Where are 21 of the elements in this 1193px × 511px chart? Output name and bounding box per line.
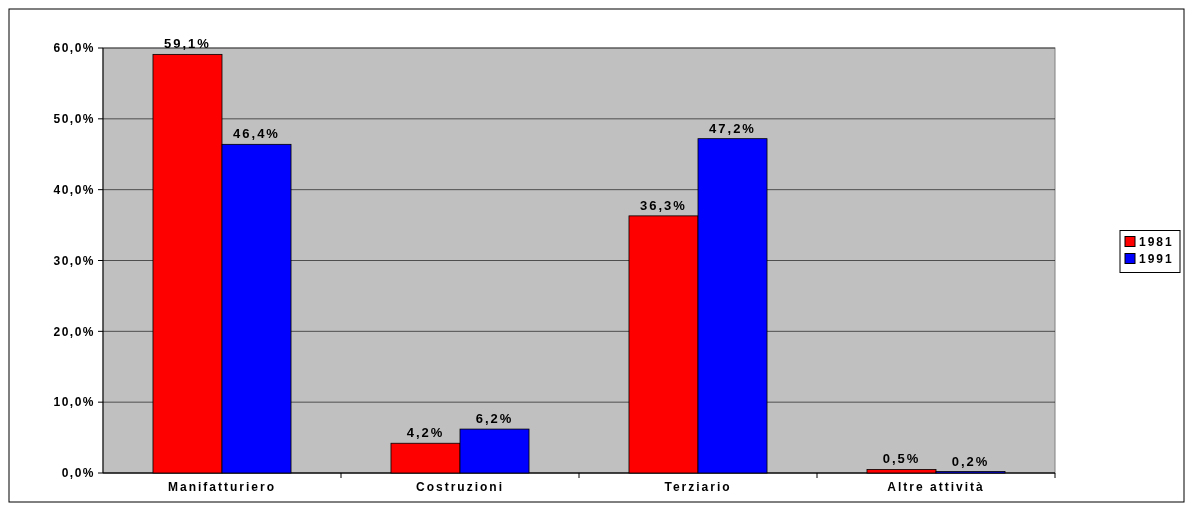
data-label: 4,2% <box>406 425 445 441</box>
x-tick-label: Costruzioni <box>416 480 504 494</box>
y-tick-label: 50,0% <box>53 112 95 127</box>
data-label: 0,2% <box>951 453 990 469</box>
y-tick-label: 40,0% <box>53 182 95 197</box>
y-tick-label: 0,0% <box>61 466 95 481</box>
y-tick-label: 60,0% <box>53 41 95 56</box>
data-label: 59,1% <box>164 36 211 52</box>
legend-label: 1991 <box>1139 251 1174 266</box>
y-tick-label: 20,0% <box>53 324 95 339</box>
data-label: 47,2% <box>709 120 756 136</box>
x-tick-label: Terziario <box>664 480 732 494</box>
x-tick-label: Manifatturiero <box>167 480 277 494</box>
data-label: 0,5% <box>882 451 921 467</box>
legend-label: 1981 <box>1139 234 1174 249</box>
data-label: 36,3% <box>640 197 687 213</box>
data-label: 46,4% <box>233 126 280 142</box>
data-label: 6,2% <box>475 411 514 427</box>
y-tick-label: 10,0% <box>53 395 95 410</box>
x-tick-label: Altre attività <box>887 480 985 494</box>
y-tick-label: 30,0% <box>53 253 95 268</box>
